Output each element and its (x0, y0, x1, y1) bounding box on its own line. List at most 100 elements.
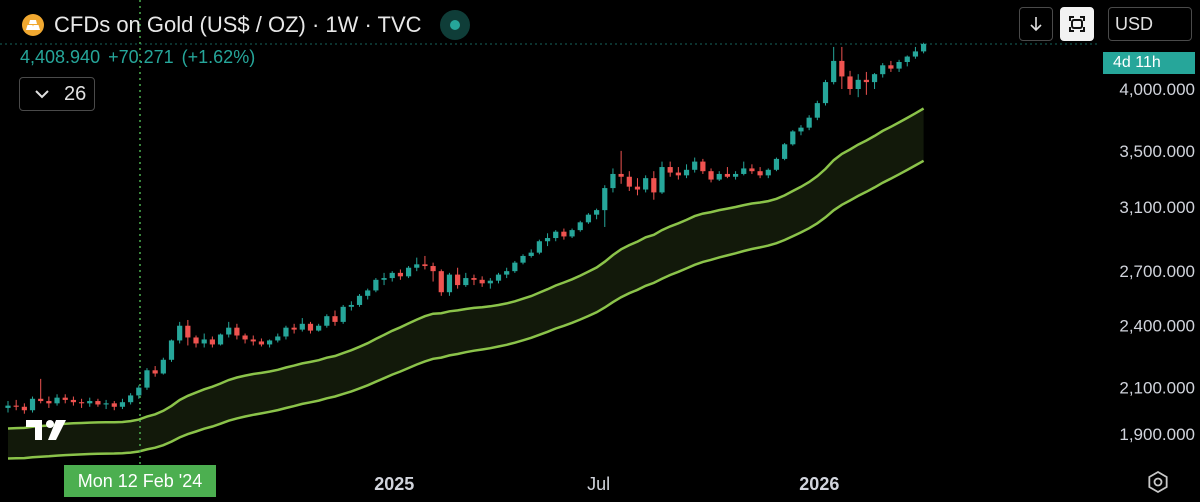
market-open-dot-icon[interactable] (439, 10, 470, 40)
download-button[interactable] (1019, 7, 1053, 41)
candle (512, 260, 518, 273)
candle (193, 335, 199, 348)
settings-hexagon-icon[interactable] (1146, 470, 1170, 494)
candle (70, 396, 76, 406)
candle-body (814, 103, 820, 118)
candle (95, 398, 101, 407)
candle-body (585, 214, 592, 223)
candle-body (798, 127, 804, 132)
candle-body (700, 161, 706, 172)
candle-body (806, 117, 812, 128)
candle (422, 255, 428, 270)
candle (782, 143, 788, 161)
candle-body (863, 79, 869, 83)
candle-body (209, 339, 215, 345)
y-tick-label: 1,900.000 (1119, 425, 1195, 444)
candle-body (692, 161, 698, 170)
candle-body (855, 79, 861, 89)
price-change: +70.271 (108, 47, 174, 67)
candle-body (250, 339, 256, 342)
candle (831, 46, 837, 85)
candle (479, 276, 485, 287)
candle-body (267, 340, 273, 345)
indicator-count: 26 (64, 82, 87, 105)
candle-body (54, 397, 60, 404)
candle (62, 394, 68, 404)
candle-body (626, 176, 632, 187)
x-tick-label: 2026 (799, 474, 839, 494)
candle (405, 266, 412, 279)
candle-body (528, 252, 534, 256)
candle (504, 267, 510, 279)
symbol-title[interactable]: CFDs on Gold (US$ / OZ) · 1W · TVC (54, 12, 422, 37)
candle-body (283, 327, 289, 337)
candle (683, 164, 690, 179)
candle-body (724, 173, 730, 177)
candle-body (62, 397, 68, 400)
candle (463, 272, 469, 287)
candle (732, 171, 739, 180)
candle (430, 262, 436, 282)
candle (144, 368, 150, 390)
candle-body (136, 387, 142, 396)
candle (667, 161, 673, 177)
candle-body (888, 65, 894, 69)
candle-body (128, 395, 134, 403)
candle (250, 335, 256, 346)
candle-body (896, 61, 902, 69)
candle-body (675, 172, 681, 176)
candle (111, 401, 117, 411)
candle-body (201, 339, 207, 344)
candle-body (831, 60, 837, 83)
candle (487, 278, 493, 289)
candle-body (446, 274, 453, 293)
x-axis: Jul2025Jul2026 (162, 474, 839, 494)
candle (21, 403, 27, 414)
candle-body (651, 178, 657, 193)
candle (397, 269, 403, 280)
band-lower-line (7, 159, 925, 460)
candle-body (414, 264, 420, 268)
candle (5, 401, 11, 413)
candle-body (356, 295, 363, 305)
candle-body (569, 230, 575, 237)
candle (634, 178, 641, 196)
candle (381, 272, 387, 286)
fit-screen-button[interactable] (1060, 7, 1094, 41)
candle-body (880, 65, 886, 75)
candle-body (217, 334, 224, 345)
candle-body (168, 340, 175, 360)
x-tick-label: Jul (587, 474, 610, 494)
candle (577, 220, 583, 232)
indicators-collapse-button[interactable]: 26 (19, 77, 95, 111)
candle-body (839, 60, 845, 77)
y-tick-label: 2,100.000 (1119, 379, 1195, 398)
candle (888, 60, 894, 72)
candle (847, 70, 853, 95)
candle-body (103, 403, 109, 405)
currency-selector[interactable]: USD (1108, 7, 1192, 41)
candle (373, 278, 379, 293)
candle-body (871, 74, 878, 83)
candle (348, 301, 354, 311)
candle (438, 269, 444, 296)
candle (87, 397, 93, 407)
candle-body (242, 335, 248, 340)
y-axis: 4,000.000 3,500.000 3,100.000 2,700.000 2,40… (1119, 80, 1195, 444)
candle-body (577, 222, 583, 231)
candle-body (659, 167, 665, 193)
candle (896, 59, 902, 72)
candle (160, 357, 166, 375)
candle (610, 168, 616, 193)
candle (716, 171, 722, 181)
candle-body (512, 262, 518, 272)
candle-body (904, 56, 910, 62)
candle-body (602, 188, 608, 211)
candle (594, 208, 600, 220)
candle (54, 394, 60, 406)
candle-body (634, 186, 641, 190)
candle (103, 399, 109, 410)
candle-body (95, 401, 101, 405)
candle-body (479, 279, 485, 284)
